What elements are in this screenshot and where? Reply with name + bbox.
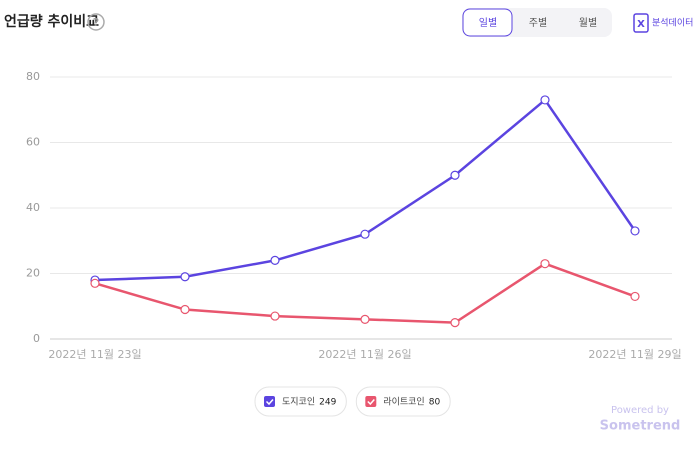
point: [90, 278, 100, 288]
series-line: [94, 98, 637, 282]
point: [360, 314, 370, 324]
y-tick-label: 60: [26, 136, 40, 149]
point: [450, 318, 460, 328]
point: [360, 229, 370, 239]
tab[interactable]: 주별: [529, 17, 547, 29]
brand: Sometrend: [600, 419, 681, 434]
legend-item[interactable]: 도지코인 249: [254, 386, 347, 417]
powered-by: Powered by: [611, 405, 669, 416]
legend-checkbox[interactable]: [365, 396, 377, 407]
point: [540, 95, 550, 105]
y-tick-label: 20: [26, 267, 40, 280]
series-line: [94, 262, 636, 324]
export-icon[interactable]: [633, 13, 649, 33]
legend-total[interactable]: 80: [429, 398, 441, 408]
y-tick-label: 0: [33, 332, 40, 345]
tab[interactable]: 월별: [579, 17, 597, 29]
legend-name[interactable]: 도지코인: [282, 397, 315, 408]
legend-button[interactable]: [355, 386, 451, 417]
tab[interactable]: 일별: [479, 17, 497, 29]
legend-item[interactable]: 라이트코인 80: [355, 386, 451, 417]
point: [450, 170, 460, 180]
x-tick-label: 2022년 11월 29일: [588, 347, 681, 361]
help-text[interactable]: ?: [93, 16, 99, 29]
point: [630, 291, 640, 302]
export-icon-mark[interactable]: X: [637, 19, 645, 30]
legend-total[interactable]: 249: [319, 398, 336, 408]
legend-check[interactable]: [265, 399, 274, 406]
y-tick-label: 80: [26, 70, 40, 83]
x-tick-label: 2022년 11월 23일: [48, 347, 141, 361]
point: [180, 304, 190, 315]
export-label[interactable]: 분석데이터: [652, 18, 693, 29]
tab-selected[interactable]: [462, 8, 513, 37]
y-tick-label: 40: [26, 201, 40, 214]
point: [630, 226, 640, 236]
legend-name[interactable]: 라이트코인: [383, 397, 424, 408]
help-icon[interactable]: [87, 13, 105, 31]
point: [540, 259, 550, 269]
title: 언급량 추이비교: [4, 13, 99, 30]
point: [270, 255, 280, 265]
point: [180, 272, 190, 282]
x-tick-label: 2022년 11월 26일: [318, 347, 411, 361]
legend-checkbox[interactable]: [264, 396, 275, 407]
legend-button[interactable]: [254, 386, 347, 417]
legend-check[interactable]: [367, 399, 375, 406]
point: [270, 311, 280, 321]
